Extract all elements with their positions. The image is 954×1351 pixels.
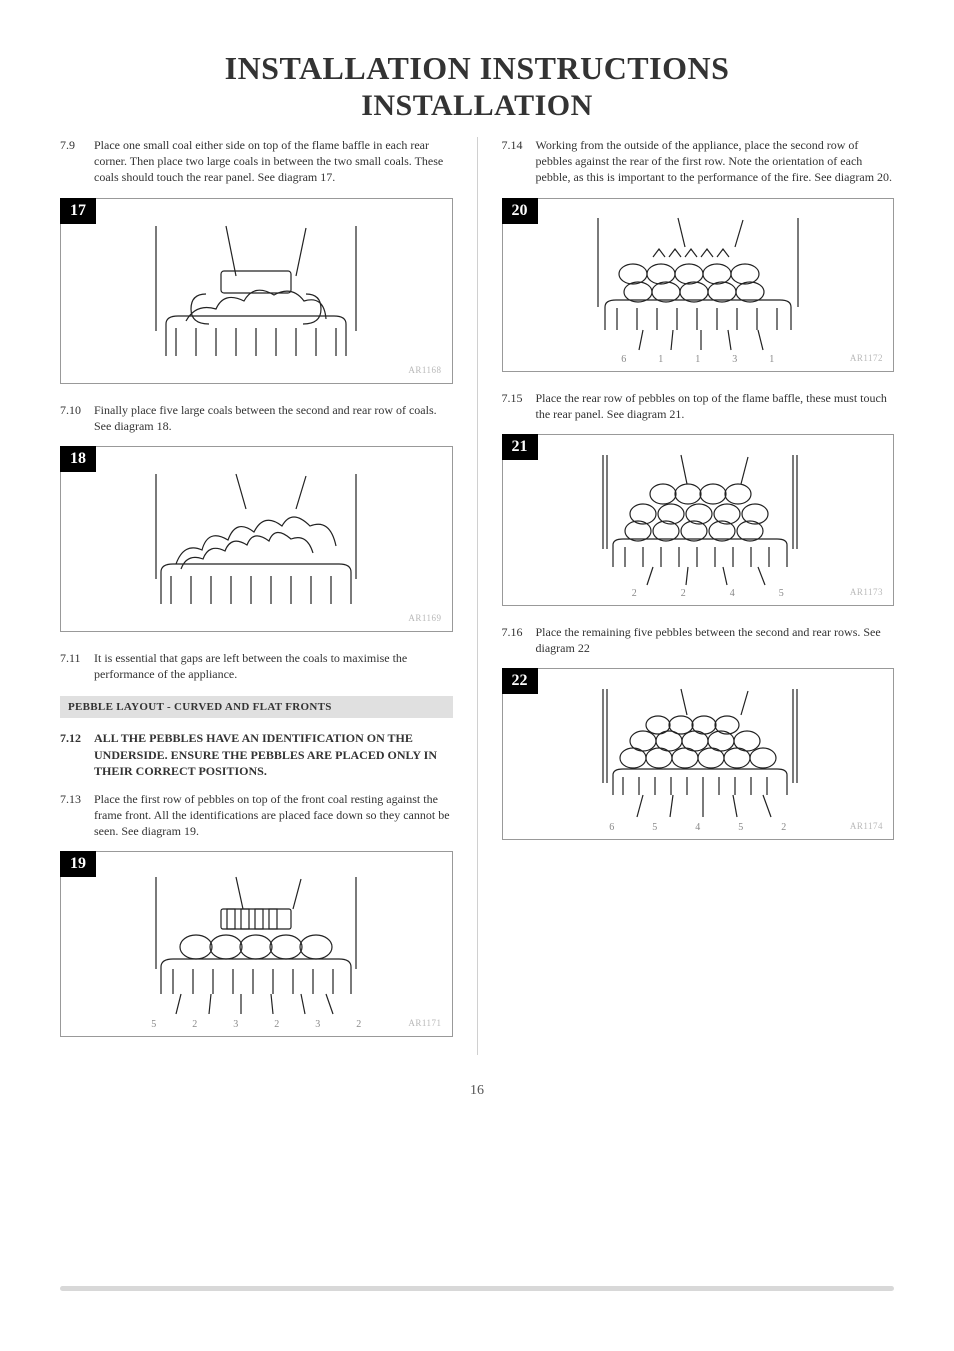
figure-content [61, 852, 452, 1036]
column-divider [477, 137, 478, 1055]
two-column-layout: 7.9 Place one small coal either side on … [60, 137, 894, 1055]
para-text: It is essential that gaps are left betwe… [94, 650, 453, 682]
diagram-20-sketch [543, 212, 853, 357]
axis-labels: 2 2 4 5 [503, 588, 894, 599]
figure-badge: 18 [60, 446, 96, 472]
figure-20: 20 [502, 198, 895, 372]
figure-content [503, 435, 894, 605]
axis-value: 1 [695, 354, 700, 365]
paragraph-7-9: 7.9 Place one small coal either side on … [60, 137, 453, 186]
para-text: Working from the outside of the applianc… [536, 137, 895, 186]
axis-value: 2 [681, 588, 686, 599]
figure-ref: AR1171 [408, 1018, 441, 1028]
para-number: 7.16 [502, 624, 536, 656]
figure-badge: 21 [502, 434, 538, 460]
axis-value: 1 [658, 354, 663, 365]
figure-badge: 17 [60, 198, 96, 224]
axis-value: 6 [621, 354, 626, 365]
figure-21: 21 [502, 434, 895, 606]
paragraph-7-12: 7.12 ALL THE PEBBLES HAVE AN IDENTIFICAT… [60, 730, 453, 779]
axis-value: 3 [732, 354, 737, 365]
axis-labels: 6 1 1 3 1 [503, 354, 894, 365]
para-text: Place one small coal either side on top … [94, 137, 453, 186]
section-heading: PEBBLE LAYOUT - CURVED AND FLAT FRONTS [60, 696, 453, 718]
axis-value: 3 [233, 1019, 238, 1030]
paragraph-7-10: 7.10 Finally place five large coals betw… [60, 402, 453, 434]
axis-value: 5 [652, 822, 657, 833]
axis-value: 5 [151, 1019, 156, 1030]
axis-value: 5 [738, 822, 743, 833]
paragraph-7-15: 7.15 Place the rear row of pebbles on to… [502, 390, 895, 422]
figure-ref: AR1172 [850, 353, 883, 363]
figure-18: 18 AR1169 [60, 446, 453, 632]
axis-value: 6 [609, 822, 614, 833]
para-text: Place the rear row of pebbles on top of … [536, 390, 895, 422]
axis-value: 2 [274, 1019, 279, 1030]
axis-value: 2 [192, 1019, 197, 1030]
diagram-17-sketch [106, 216, 406, 366]
axis-value: 2 [356, 1019, 361, 1030]
para-text: Place the first row of pebbles on top of… [94, 791, 453, 840]
figure-content [61, 447, 452, 631]
axis-value: 2 [781, 822, 786, 833]
paragraph-7-16: 7.16 Place the remaining five pebbles be… [502, 624, 895, 656]
figure-19: 19 [60, 851, 453, 1037]
paragraph-7-13: 7.13 Place the first row of pebbles on t… [60, 791, 453, 840]
figure-content [503, 199, 894, 371]
footer-divider-bar [60, 1286, 894, 1291]
diagram-22-sketch [543, 683, 853, 825]
figure-content [503, 669, 894, 839]
para-number: 7.13 [60, 791, 94, 840]
axis-value: 4 [695, 822, 700, 833]
para-number: 7.10 [60, 402, 94, 434]
figure-badge: 19 [60, 851, 96, 877]
para-number: 7.14 [502, 137, 536, 186]
figure-ref: AR1168 [408, 365, 441, 375]
figure-17: 17 AR1168 [60, 198, 453, 384]
figure-badge: 22 [502, 668, 538, 694]
diagram-21-sketch [543, 449, 853, 591]
axis-labels: 5 2 3 2 3 2 [61, 1019, 452, 1030]
axis-value: 5 [779, 588, 784, 599]
para-text: ALL THE PEBBLES HAVE AN IDENTIFICATION O… [94, 730, 453, 779]
diagram-19-sketch [101, 869, 411, 1019]
para-number: 7.11 [60, 650, 94, 682]
para-text: Place the remaining five pebbles between… [536, 624, 895, 656]
figure-badge: 20 [502, 198, 538, 224]
paragraph-7-14: 7.14 Working from the outside of the app… [502, 137, 895, 186]
axis-value: 3 [315, 1019, 320, 1030]
axis-value: 4 [730, 588, 735, 599]
axis-value: 1 [769, 354, 774, 365]
para-number: 7.9 [60, 137, 94, 186]
paragraph-7-11: 7.11 It is essential that gaps are left … [60, 650, 453, 682]
diagram-18-sketch [106, 464, 406, 614]
para-number: 7.15 [502, 390, 536, 422]
page-number: 16 [60, 1083, 894, 1099]
figure-ref: AR1174 [850, 821, 883, 831]
title-main: INSTALLATION INSTRUCTIONS [60, 50, 894, 87]
right-column: 7.14 Working from the outside of the app… [502, 137, 895, 1055]
figure-22: 22 [502, 668, 895, 840]
title-sub: INSTALLATION [60, 89, 894, 123]
para-text: Finally place five large coals between t… [94, 402, 453, 434]
figure-ref: AR1173 [850, 587, 883, 597]
axis-labels: 6 5 4 5 2 [503, 822, 894, 833]
axis-value: 2 [632, 588, 637, 599]
figure-content [61, 199, 452, 383]
para-number: 7.12 [60, 730, 94, 779]
figure-ref: AR1169 [408, 613, 441, 623]
page: INSTALLATION INSTRUCTIONS INSTALLATION 7… [0, 0, 954, 1099]
left-column: 7.9 Place one small coal either side on … [60, 137, 453, 1055]
